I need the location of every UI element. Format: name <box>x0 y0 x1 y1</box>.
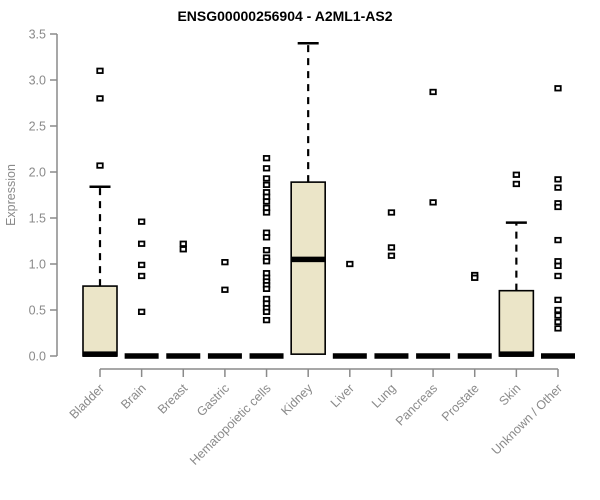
outlier-point <box>262 209 271 216</box>
boxplot-brain <box>124 218 159 359</box>
outlier-point <box>429 199 437 206</box>
y-tick-label: 1.5 <box>29 211 46 225</box>
outlier-point <box>554 325 562 332</box>
median-line <box>124 353 159 359</box>
outlier-point <box>262 175 271 182</box>
x-category-label: Bladder <box>67 381 107 421</box>
outlier-point <box>554 203 562 211</box>
outlier-point <box>554 312 562 319</box>
outlier-point <box>554 184 562 191</box>
median-line <box>457 353 492 359</box>
outlier-point <box>554 262 562 269</box>
boxplot-breast <box>166 240 201 359</box>
boxplot-pancreas <box>416 88 451 359</box>
plot-area: 0.0 0.5 1.0 1.5 2.0 2.5 3.0 3.5 Bladder Brain Brea… <box>29 27 575 468</box>
outlier-point <box>387 244 396 251</box>
chart-title: ENSG00000256904 - A2ML1-AS2 <box>177 8 392 24</box>
outlier-point <box>179 246 187 253</box>
outlier-point <box>262 155 271 162</box>
boxplot-unknown-other <box>540 85 575 359</box>
boxplot-gastric <box>207 259 242 359</box>
median-line <box>540 353 575 359</box>
x-category-label: Kidney <box>278 381 315 418</box>
outlier-point <box>137 308 146 315</box>
median-line <box>499 351 534 357</box>
x-category-label: Skin <box>496 381 523 408</box>
outlier-point <box>554 272 562 280</box>
outlier-point <box>262 234 271 241</box>
median-line <box>166 353 201 359</box>
y-tick-label: 0.0 <box>29 349 46 363</box>
outlier-point <box>262 198 271 205</box>
boxplot-lung <box>374 209 409 359</box>
box-rect <box>82 285 118 357</box>
outlier-point <box>387 209 396 216</box>
boxplot-skin <box>498 171 535 357</box>
outlier-point <box>96 67 104 74</box>
outlier-point <box>262 247 271 254</box>
outlier-point <box>221 286 229 293</box>
y-tick-label: 3.5 <box>29 27 46 41</box>
outlier-point <box>262 316 271 324</box>
median-line <box>83 351 117 357</box>
outlier-point <box>179 240 187 247</box>
median-line <box>291 256 326 263</box>
median-line <box>374 353 409 359</box>
x-category-label: Prostate <box>439 381 482 424</box>
outlier-point <box>554 296 562 304</box>
y-tick-label: 1.0 <box>29 257 46 271</box>
x-category-label: Hematopoietic cells <box>187 381 274 468</box>
outlier-point <box>262 285 271 292</box>
outlier-point <box>262 308 271 315</box>
boxplot-kidney <box>290 41 326 355</box>
median-line <box>207 353 242 359</box>
outlier-point <box>262 165 271 172</box>
x-category-label: Unknown / Other <box>489 381 565 457</box>
median-line <box>416 353 451 359</box>
outlier-point <box>512 180 521 188</box>
outlier-point <box>554 318 562 326</box>
outlier-point <box>262 258 271 265</box>
outlier-point <box>471 274 479 281</box>
box-rect <box>290 181 326 355</box>
x-category-label: Gastric <box>194 381 232 419</box>
outlier-point <box>262 181 271 189</box>
x-category-label: Breast <box>155 381 191 417</box>
outlier-point <box>221 259 229 266</box>
y-tick-label: 2.5 <box>29 119 46 133</box>
x-category-label: Lung <box>369 381 399 411</box>
outlier-point <box>554 236 562 244</box>
outlier-point <box>96 95 104 102</box>
outlier-point <box>96 162 104 169</box>
outlier-point <box>137 240 146 247</box>
y-tick-label: 0.5 <box>29 303 46 317</box>
outlier-point <box>512 171 521 178</box>
outlier-point <box>387 252 396 259</box>
outlier-point <box>346 260 354 268</box>
x-category-label: Liver <box>328 381 357 410</box>
outlier-point <box>429 88 437 96</box>
median-line <box>249 353 284 359</box>
x-category-label: Pancreas <box>393 381 440 428</box>
outlier-point <box>137 218 146 225</box>
y-tick-label: 3.0 <box>29 73 46 87</box>
outlier-point <box>137 272 146 280</box>
boxplot-hematopoietic-cells <box>249 155 284 359</box>
outlier-point <box>554 176 562 183</box>
boxplot-liver <box>332 260 367 359</box>
median-line <box>332 353 367 359</box>
boxplot-bladder <box>82 67 118 357</box>
y-tick-label: 2.0 <box>29 165 46 179</box>
y-axis-title: Expression <box>4 164 18 226</box>
box-rect <box>498 289 535 357</box>
x-category-label: Brain <box>118 381 149 412</box>
outlier-point <box>137 261 146 269</box>
outlier-point <box>554 85 562 92</box>
boxplot-prostate <box>457 271 492 359</box>
outlier-point <box>554 306 562 314</box>
